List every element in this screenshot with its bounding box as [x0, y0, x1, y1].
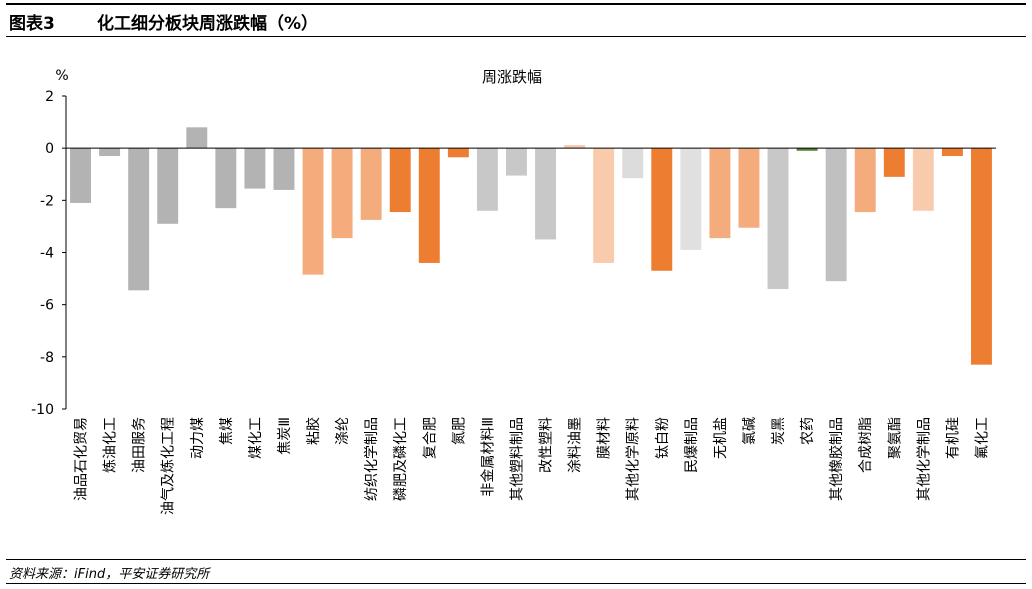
- x-tick-label: 其他橡胶制品: [828, 417, 845, 501]
- bar: [506, 148, 527, 176]
- bar: [99, 148, 121, 156]
- figure-header: 图表3 化工细分板块周涨跌幅（%）: [9, 9, 319, 34]
- bar: [360, 148, 382, 220]
- bar: [215, 148, 237, 209]
- x-tick-label: 合成树脂: [858, 417, 874, 473]
- bar: [941, 148, 963, 156]
- x-tick-label: 动力煤: [190, 417, 206, 459]
- x-tick-label: 涤纶: [335, 417, 351, 445]
- y-ticks: 2 0 -2 -4 -6 -8 -10: [31, 89, 66, 418]
- end-rule: [6, 583, 1026, 584]
- x-tick-label: 焦煤: [219, 417, 235, 445]
- bar: [128, 148, 150, 291]
- figure-number: 图表3: [9, 13, 55, 34]
- x-tick-label: 氮肥: [451, 417, 467, 445]
- bar: [70, 148, 91, 203]
- x-tick-label: 非金属材料Ⅲ: [480, 417, 496, 497]
- x-tick-label: 焦炭Ⅲ: [277, 417, 293, 455]
- bar: [825, 148, 847, 282]
- y-tick-label: -4: [40, 246, 54, 262]
- x-tick-label: 其他塑料制品: [509, 417, 525, 501]
- x-tick-label: 磷肥及磷化工: [393, 417, 409, 501]
- x-tick-label: 煤化工: [248, 417, 264, 459]
- x-tick-label: 纺织化学制品: [364, 417, 380, 501]
- x-tick-labels: 油品石化贸易 炼油化工 油田服务 油气及炼化工程 动力煤 焦煤 煤化工 焦炭Ⅲ 粘胶 涤纶 纺织化学…: [74, 417, 991, 515]
- x-tick-label: 无机盐: [713, 417, 729, 459]
- x-tick-label: 膜材料: [597, 417, 613, 459]
- chart-container: % 周涨跌幅 2 0 -2 -4 -6 -8 -10 油品石化贸易 炼油化工 油田服务 油气及炼化…: [0, 40, 1032, 560]
- bar: [389, 148, 411, 213]
- chart-title: 周涨跌幅: [482, 68, 542, 86]
- bar: [273, 148, 295, 190]
- x-tick-label: 氯碱: [742, 417, 758, 445]
- x-tick-label: 钛白粉: [655, 417, 671, 459]
- x-tick-label: 油田服务: [132, 417, 148, 473]
- x-tick-label: 民爆制品: [684, 417, 700, 473]
- bar: [651, 148, 673, 271]
- x-tick-label: 其他化学制品: [916, 417, 932, 501]
- y-tick-label: 2: [45, 89, 54, 105]
- x-tick-label: 油品石化贸易: [74, 417, 90, 501]
- source-note: 资料来源：iFind，平安证券研究所: [9, 567, 210, 582]
- y-tick-label: -10: [31, 402, 54, 418]
- bar: [738, 148, 760, 228]
- bar: [476, 148, 498, 211]
- bar: [447, 148, 469, 158]
- bar-chart: % 周涨跌幅 2 0 -2 -4 -6 -8 -10 油品石化贸易 炼油化工 油田服务 油气及炼化…: [31, 68, 996, 515]
- bar: [971, 148, 992, 365]
- x-tick-label: 改性塑料: [539, 417, 555, 473]
- bar: [912, 148, 934, 211]
- bar: [535, 148, 556, 240]
- header-rule: [6, 36, 1026, 37]
- bar: [796, 148, 818, 151]
- y-tick-label: -2: [40, 193, 54, 209]
- bar: [564, 145, 586, 149]
- x-tick-label: 炭黑: [771, 417, 787, 445]
- bar: [331, 148, 353, 239]
- x-tick-label: 农药: [800, 417, 816, 445]
- bar: [157, 148, 179, 224]
- y-tick-label: -6: [40, 298, 54, 314]
- y-tick-label: -8: [40, 350, 54, 366]
- x-tick-label: 氟化工: [974, 417, 990, 459]
- bar: [767, 148, 789, 290]
- bar: [854, 148, 876, 213]
- bar: [244, 148, 266, 189]
- x-tick-label: 复合肥: [421, 417, 438, 459]
- x-tick-label: 粘胶: [305, 417, 322, 445]
- bar: [418, 148, 440, 263]
- bar: [186, 127, 208, 149]
- y-tick-label: 0: [45, 141, 54, 157]
- bottom-rule: [6, 559, 1026, 560]
- bar: [302, 148, 324, 275]
- x-tick-label: 炼油化工: [103, 417, 119, 473]
- x-tick-label: 聚氨酯: [887, 417, 903, 459]
- bar: [709, 148, 731, 239]
- bars: [70, 127, 992, 365]
- bar: [593, 148, 615, 263]
- x-tick-label: 涂料油墨: [568, 417, 584, 473]
- figure-title: 化工细分板块周涨跌幅（%）: [97, 13, 319, 34]
- top-rule: [6, 3, 1026, 5]
- x-tick-label: 油气及炼化工程: [161, 417, 177, 515]
- y-axis-unit: %: [55, 68, 68, 84]
- bar: [680, 148, 702, 250]
- bar: [622, 148, 644, 179]
- bar: [883, 148, 905, 177]
- x-tick-label: 其他化学原料: [626, 417, 642, 501]
- x-tick-label: 有机硅: [945, 417, 961, 459]
